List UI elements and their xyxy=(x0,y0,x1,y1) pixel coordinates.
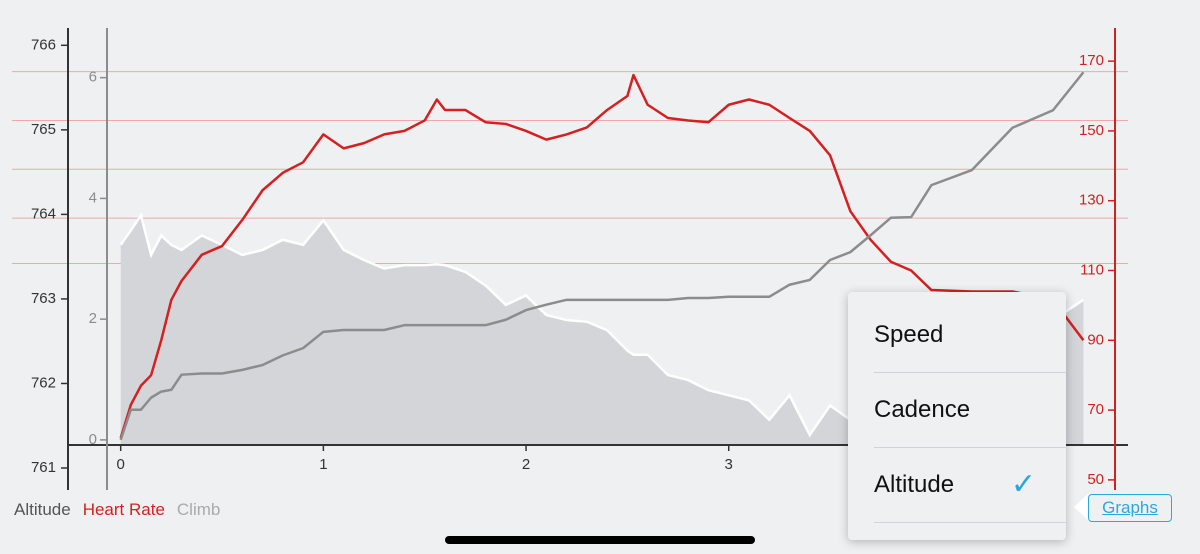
x-tick-label: 1 xyxy=(319,456,327,473)
graph-menu: Speed Cadence Altitude ✓ xyxy=(848,292,1066,540)
x-tick-label: 0 xyxy=(117,456,125,473)
x-tick-label: 3 xyxy=(725,456,733,473)
menu-item-label: Altitude xyxy=(874,471,955,498)
y-tick-label: 761 xyxy=(31,459,56,476)
altitude-outline xyxy=(119,212,1085,438)
y3-tick-label: 150 xyxy=(1079,122,1104,139)
legend-entry: Heart Rate xyxy=(82,500,165,519)
altitude-area xyxy=(120,215,1084,445)
y3-tick-label: 110 xyxy=(1080,261,1104,278)
y3-tick-label: 130 xyxy=(1079,192,1104,209)
series-line xyxy=(119,71,1085,441)
y-tick-label: 762 xyxy=(31,374,56,391)
y3-tick-label: 90 xyxy=(1087,331,1104,348)
check-icon: ✓ xyxy=(1010,468,1036,501)
y3-tick-label: 70 xyxy=(1087,401,1104,418)
y-tick-label: 766 xyxy=(31,36,56,53)
y2-tick-label: 2 xyxy=(89,310,97,327)
y3-tick-label: 170 xyxy=(1079,52,1104,69)
home-indicator xyxy=(445,536,755,544)
y3-tick-label: 50 xyxy=(1087,471,1104,488)
y2-tick-label: 4 xyxy=(89,189,97,206)
legend: Altitude Heart Rate Climb xyxy=(14,500,232,520)
series-line xyxy=(119,73,1085,439)
y-tick-label: 764 xyxy=(31,205,56,222)
y-tick-label: 765 xyxy=(31,121,56,138)
legend-entry: Climb xyxy=(176,500,221,519)
y2-tick-label: 0 xyxy=(89,431,97,448)
menu-item[interactable]: Cadence xyxy=(874,373,1066,448)
x-tick-label: 2 xyxy=(522,456,530,473)
menu-item-label: Speed xyxy=(874,321,944,348)
menu-item[interactable]: Altitude ✓ xyxy=(874,448,1066,523)
legend-entry: Altitude xyxy=(14,500,71,519)
y-tick-label: 763 xyxy=(31,290,56,307)
button-pointer xyxy=(1074,492,1090,522)
y2-tick-label: 6 xyxy=(89,69,97,86)
graphs-button[interactable]: Graphs xyxy=(1088,494,1172,522)
menu-item[interactable]: Speed xyxy=(874,298,1066,373)
menu-item-label: Cadence xyxy=(874,396,971,423)
